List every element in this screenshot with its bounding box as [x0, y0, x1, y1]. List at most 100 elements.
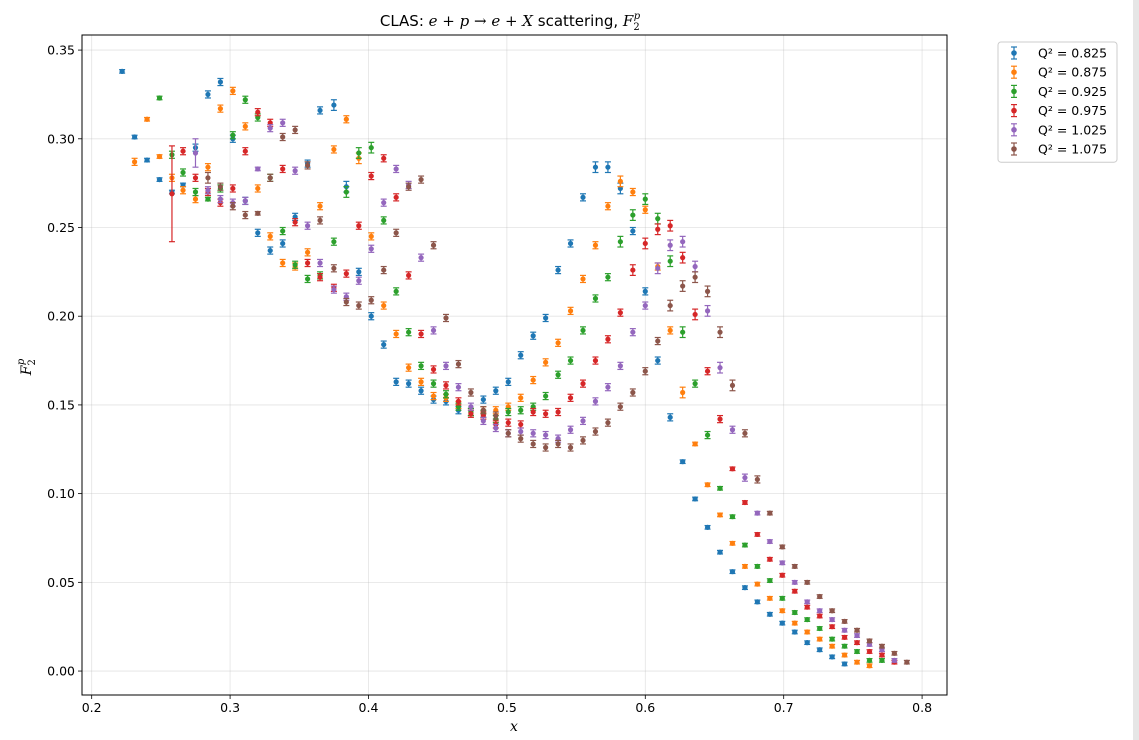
data-point: [680, 283, 686, 289]
data-point: [742, 475, 748, 481]
data-point: [779, 560, 785, 566]
data-point: [505, 409, 511, 415]
data-point: [754, 531, 760, 538]
data-point: [866, 657, 873, 664]
data-point: [406, 381, 412, 387]
data-point: [779, 608, 785, 614]
data-point: [680, 459, 686, 465]
data-point: [493, 425, 499, 431]
data-point: [667, 327, 673, 334]
data-point: [767, 611, 773, 617]
data-point: [430, 327, 437, 334]
grid: [82, 35, 947, 695]
data-point: [655, 226, 661, 232]
series-group: [204, 125, 910, 665]
data-point: [267, 233, 273, 239]
data-point: [255, 210, 261, 216]
data-point: [356, 302, 362, 309]
data-point: [642, 302, 648, 309]
data-point: [767, 556, 773, 562]
data-point: [317, 203, 323, 209]
data-point: [343, 299, 349, 305]
data-point: [530, 377, 536, 383]
data-point: [530, 441, 536, 447]
data-point: [356, 278, 362, 284]
data-point: [131, 159, 138, 165]
data-point: [530, 409, 536, 415]
plot-data: [119, 68, 910, 669]
data-point: [455, 398, 462, 404]
data-point: [381, 155, 387, 161]
data-point: [480, 407, 486, 413]
data-point: [356, 269, 362, 275]
data-point: [754, 563, 760, 569]
y-tick-label: 0.30: [47, 131, 75, 146]
data-point: [605, 164, 611, 170]
data-point: [418, 388, 424, 394]
x-tick-label: 0.2: [82, 700, 102, 715]
x-tick-label: 0.6: [635, 700, 655, 715]
data-point: [518, 407, 524, 413]
data-point: [205, 187, 211, 193]
data-point: [717, 329, 723, 335]
data-point: [717, 549, 723, 555]
window-scrollbar[interactable]: [1133, 0, 1139, 740]
data-point: [255, 185, 261, 192]
legend-entry-label: Q² = 1.025: [1038, 122, 1107, 137]
data-point: [655, 338, 661, 344]
data-point: [692, 263, 698, 270]
legend-marker: [1011, 50, 1017, 56]
data-point: [729, 466, 736, 472]
data-point: [205, 164, 211, 170]
data-point: [505, 420, 511, 426]
legend-entry-label: Q² = 0.825: [1038, 46, 1107, 61]
data-point: [617, 404, 623, 410]
data-point: [144, 116, 150, 122]
data-point: [131, 134, 138, 140]
data-point: [717, 365, 723, 371]
legend-marker: [1011, 107, 1017, 114]
data-point: [742, 563, 748, 569]
data-point: [829, 654, 835, 660]
data-point: [854, 640, 860, 646]
data-point: [169, 191, 175, 197]
data-point: [642, 288, 648, 294]
data-point: [518, 395, 524, 401]
data-point: [592, 295, 599, 302]
data-point: [742, 585, 748, 591]
legend-marker: [1011, 127, 1017, 133]
data-point: [543, 444, 549, 451]
y-tick-label: 0.10: [47, 486, 75, 501]
data-point: [630, 267, 636, 273]
data-point: [119, 68, 125, 74]
data-point: [267, 125, 273, 131]
data-point: [804, 640, 810, 646]
data-point: [368, 313, 374, 319]
data-point: [630, 189, 636, 195]
data-point: [729, 569, 736, 575]
y-tick-label: 0.00: [47, 664, 75, 679]
data-point: [455, 384, 462, 390]
data-point: [767, 538, 773, 545]
data-point: [580, 194, 586, 200]
data-point: [144, 157, 150, 163]
data-point: [580, 276, 586, 282]
data-point: [680, 389, 686, 396]
data-point: [779, 572, 785, 578]
data-point: [368, 246, 374, 252]
data-point: [567, 395, 574, 401]
data-point: [267, 247, 273, 254]
data-point: [443, 382, 449, 389]
data-point: [430, 242, 437, 248]
data-point: [381, 302, 387, 309]
data-point: [704, 432, 711, 438]
data-point: [356, 223, 362, 229]
data-point: [866, 648, 873, 655]
data-point: [368, 233, 374, 239]
y-tick-label: 0.25: [47, 220, 75, 235]
data-point: [543, 315, 549, 321]
data-point: [331, 286, 337, 293]
data-point: [829, 643, 835, 649]
data-point: [567, 357, 574, 364]
data-point: [518, 352, 524, 358]
